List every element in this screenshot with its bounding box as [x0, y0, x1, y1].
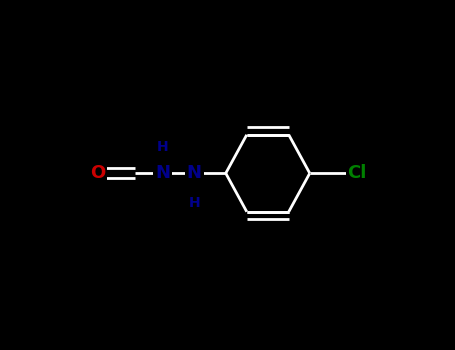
Text: H: H	[188, 196, 200, 210]
Text: N: N	[155, 164, 170, 182]
Text: Cl: Cl	[347, 164, 367, 182]
Text: N: N	[187, 164, 202, 182]
Text: H: H	[157, 140, 168, 154]
Text: O: O	[91, 164, 106, 182]
